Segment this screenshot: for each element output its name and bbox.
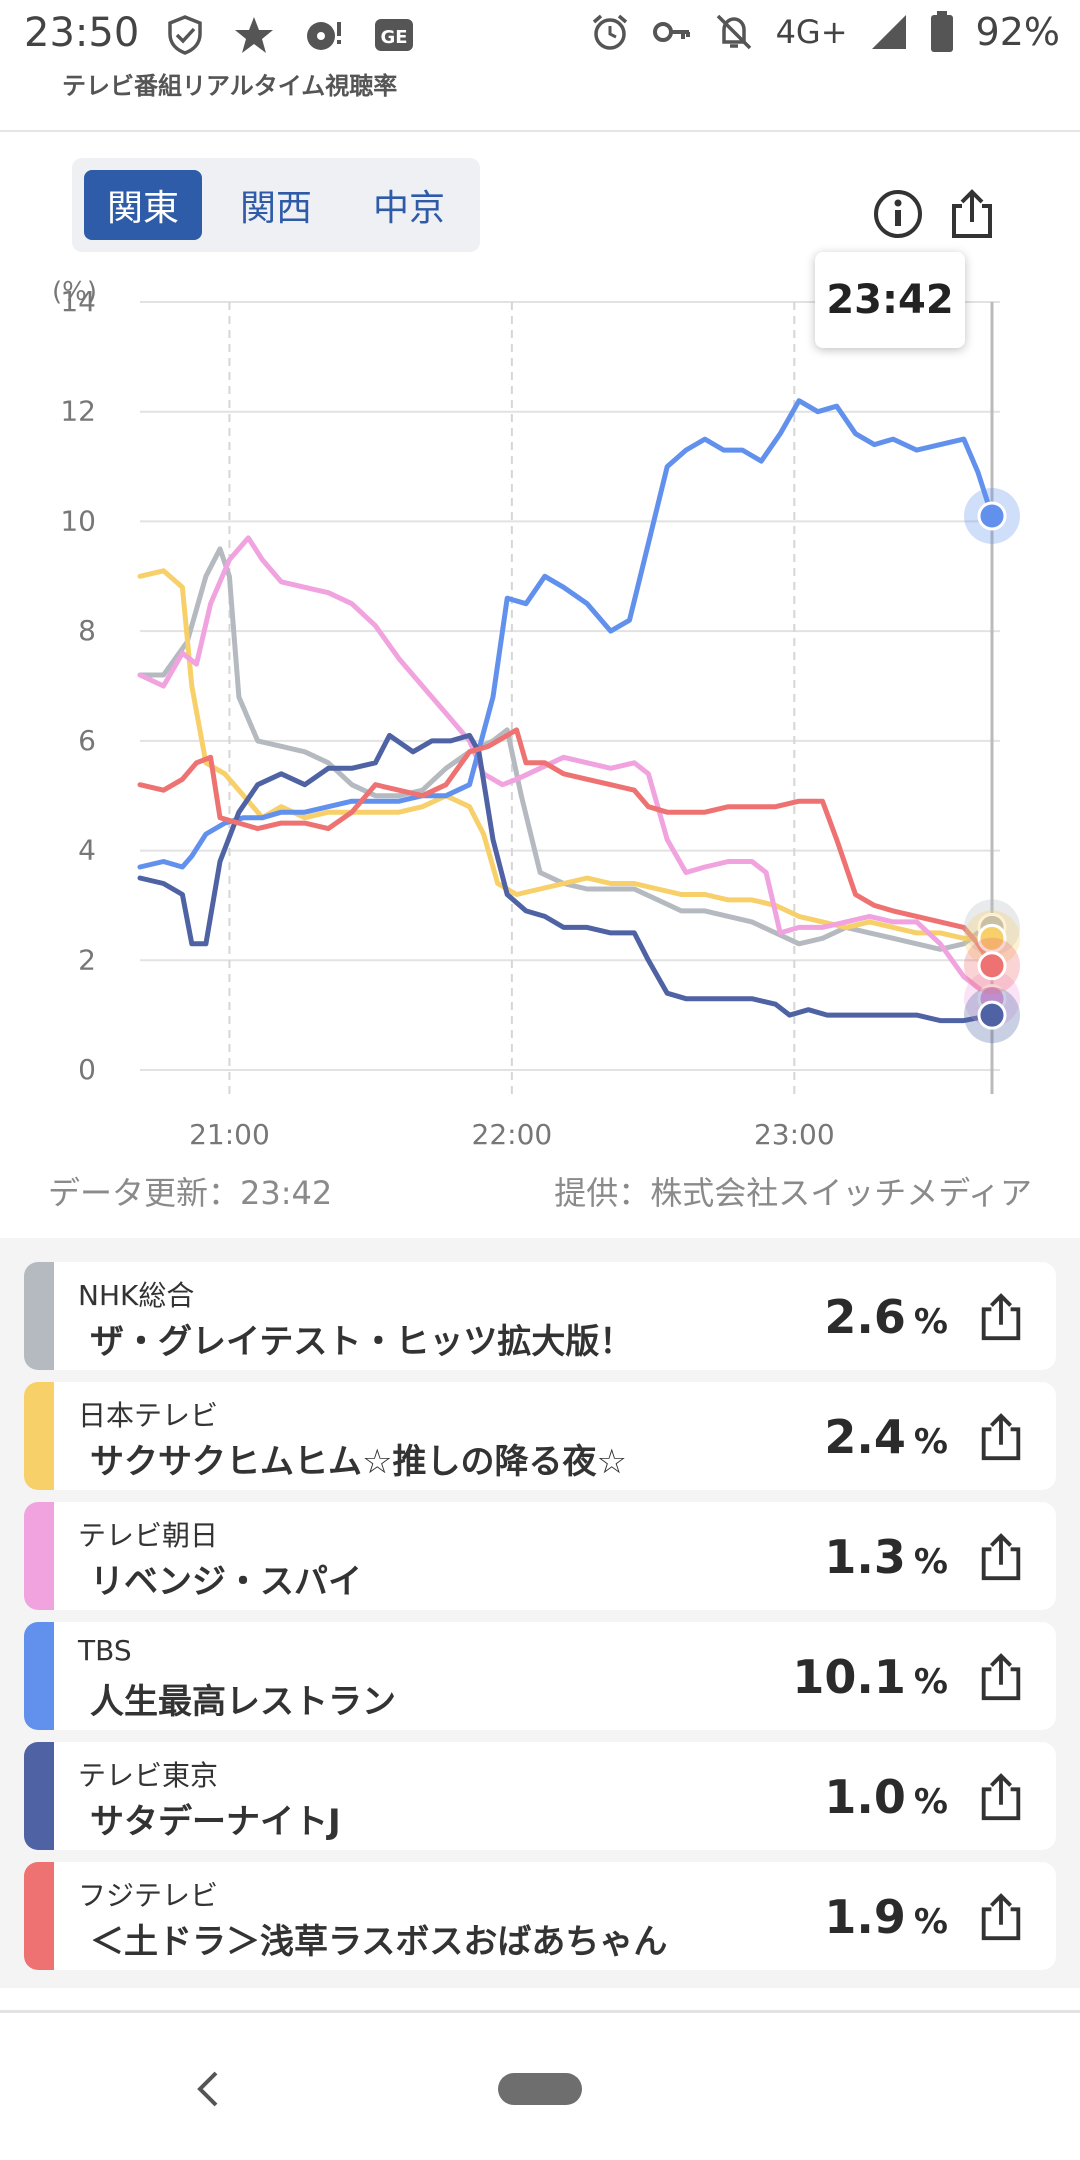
station-name: 日本テレビ xyxy=(78,1399,219,1432)
share-icon[interactable] xyxy=(946,188,998,240)
station-name: NHK総合 xyxy=(78,1279,195,1312)
status-left-icons: GE xyxy=(165,14,415,56)
y-tick-label: 2 xyxy=(78,943,96,976)
y-tick-label: 14 xyxy=(60,285,96,318)
tab-kansai[interactable]: 関西 xyxy=(217,170,335,240)
program-list: NHK総合 ザ・グレイテスト・ヒッツ拡大版！ 2.6% 日本テレビ サクサクヒム… xyxy=(0,1238,1080,1988)
key-icon xyxy=(652,22,690,42)
station-name: TBS xyxy=(78,1634,132,1667)
ge-badge-icon: GE xyxy=(375,19,413,51)
rating-value: 2.4% xyxy=(824,1410,948,1464)
program-row-nhk[interactable]: NHK総合 ザ・グレイテスト・ヒッツ拡大版！ 2.6% xyxy=(24,1262,1056,1370)
color-bar xyxy=(24,1262,54,1370)
home-pill[interactable] xyxy=(498,2073,582,2105)
series-line-5 xyxy=(137,727,995,969)
battery-percent: 92% xyxy=(975,10,1060,54)
share-icon[interactable] xyxy=(976,1412,1026,1462)
share-icon[interactable] xyxy=(976,1532,1026,1582)
rating-value: 1.0% xyxy=(824,1770,948,1824)
status-bar: 23:50 GE 4G+ xyxy=(0,0,1080,70)
top-divider xyxy=(0,130,1080,132)
color-bar xyxy=(24,1862,54,1970)
update-time: データ更新：23:42 xyxy=(48,1174,333,1212)
back-icon[interactable] xyxy=(190,2065,226,2113)
x-tick-label: 21:00 xyxy=(189,1118,270,1150)
info-icon[interactable] xyxy=(872,188,924,240)
series-line-3 xyxy=(137,398,995,870)
station-name: テレビ朝日 xyxy=(78,1519,219,1552)
y-tick-label: 6 xyxy=(78,724,96,757)
program-row-tv-tokyo[interactable]: テレビ東京 サタデーナイトJ 1.0% xyxy=(24,1742,1056,1850)
nav-divider xyxy=(0,2010,1080,2013)
color-bar xyxy=(24,1742,54,1850)
program-title: リベンジ・スパイ xyxy=(90,1562,362,1602)
program-title: サクサクヒムヒム☆推しの降る夜☆ xyxy=(90,1442,627,1482)
network-type: 4G+ xyxy=(775,13,848,51)
program-row-tv-asahi[interactable]: テレビ朝日 リベンジ・スパイ 1.3% xyxy=(24,1502,1056,1610)
status-right: 4G+ 92% xyxy=(590,10,1060,54)
signal-icon xyxy=(871,15,906,49)
program-title: 人生最高レストラン xyxy=(90,1682,396,1722)
y-tick-label: 8 xyxy=(78,614,96,647)
series-point-5 xyxy=(977,951,1007,981)
alarm-icon xyxy=(592,14,627,50)
program-row-tbs[interactable]: TBS 人生最高レストラン 10.1% xyxy=(24,1622,1056,1730)
x-tick-label: 23:00 xyxy=(754,1118,835,1150)
color-bar xyxy=(24,1382,54,1490)
rating-value: 1.9% xyxy=(824,1890,948,1944)
program-title: ＜土ドラ＞浅草ラスボスおばあちゃん xyxy=(90,1922,668,1962)
app-name: テレビ番組リアルタイム視聴率 xyxy=(62,72,398,100)
bell-off-icon xyxy=(716,14,751,50)
provider-credit: 提供：株式会社スイッチメディア xyxy=(554,1174,1032,1212)
color-bar xyxy=(24,1622,54,1730)
x-tick-label: 22:00 xyxy=(472,1118,553,1150)
tab-chukyo[interactable]: 中京 xyxy=(350,170,468,240)
rating-value: 10.1% xyxy=(792,1650,948,1704)
region-tabs: 関東 関西 中京 xyxy=(72,158,480,252)
y-tick-label: 12 xyxy=(60,395,96,428)
station-name: テレビ東京 xyxy=(78,1759,219,1792)
y-axis-label: (%) xyxy=(52,277,97,307)
series-line-0 xyxy=(137,546,995,952)
series-line-1 xyxy=(137,568,995,941)
y-tick-label: 0 xyxy=(78,1053,96,1086)
battery-icon xyxy=(930,11,953,52)
series-line-2 xyxy=(137,535,995,1002)
tab-kanto[interactable]: 関東 xyxy=(84,170,202,240)
y-tick-label: 4 xyxy=(78,834,96,867)
program-title: ザ・グレイテスト・ヒッツ拡大版！ xyxy=(90,1322,634,1362)
color-bar xyxy=(24,1502,54,1610)
rating-value: 1.3% xyxy=(824,1530,948,1584)
share-icon[interactable] xyxy=(976,1652,1026,1702)
program-row-fuji[interactable]: フジテレビ ＜土ドラ＞浅草ラスボスおばあちゃん 1.9% xyxy=(24,1862,1056,1970)
series-point-4 xyxy=(977,1000,1007,1030)
program-title: サタデーナイトJ xyxy=(90,1802,341,1842)
series-line-4 xyxy=(137,732,995,1024)
share-icon[interactable] xyxy=(976,1772,1026,1822)
rating-value: 2.6% xyxy=(824,1290,948,1344)
share-icon[interactable] xyxy=(976,1292,1026,1342)
program-row-ntv[interactable]: 日本テレビ サクサクヒムヒム☆推しの降る夜☆ 2.4% xyxy=(24,1382,1056,1490)
star-icon xyxy=(235,17,273,53)
station-name: フジテレビ xyxy=(78,1879,219,1912)
status-time: 23:50 xyxy=(24,10,140,56)
chart-tooltip: 23:42 xyxy=(815,252,965,348)
rating-chart[interactable]: 0 2 4 6 8 10 12 14(%) 21:00 22:00 23:00 xyxy=(0,270,1080,1150)
y-tick-label: 10 xyxy=(60,504,96,537)
share-icon[interactable] xyxy=(976,1892,1026,1942)
shield-check-icon xyxy=(168,15,202,55)
series-point-3 xyxy=(977,501,1007,531)
svg-text:GE: GE xyxy=(380,27,407,48)
record-icon xyxy=(307,22,341,50)
